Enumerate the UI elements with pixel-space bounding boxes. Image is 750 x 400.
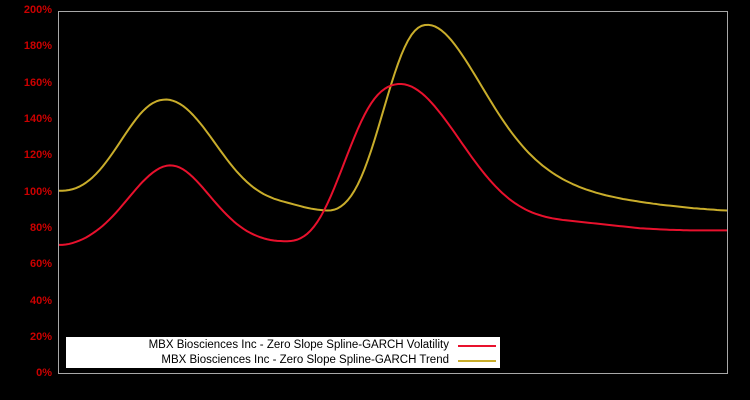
series-line-trend xyxy=(59,23,727,212)
y-axis-tick-180: 180% xyxy=(23,40,52,52)
y-axis-tick-100: 100% xyxy=(23,186,52,198)
y-axis-tick-40: 40% xyxy=(29,295,52,307)
y-axis-tick-80: 80% xyxy=(29,222,52,234)
legend-item-trend: MBX Biosciences Inc - Zero Slope Spline-… xyxy=(66,353,500,368)
y-axis-tick-60: 60% xyxy=(29,258,52,270)
legend-swatch-volatility-icon xyxy=(458,344,496,347)
y-axis-tick-160: 160% xyxy=(23,77,52,89)
series-canvas xyxy=(59,23,727,246)
legend-label-volatility: MBX Biosciences Inc - Zero Slope Spline-… xyxy=(148,339,449,351)
plot-area xyxy=(58,11,728,374)
legend-item-volatility: MBX Biosciences Inc - Zero Slope Spline-… xyxy=(66,338,500,353)
chart-legend: MBX Biosciences Inc - Zero Slope Spline-… xyxy=(66,337,500,368)
legend-swatch-trend-icon xyxy=(458,359,496,362)
y-axis-tick-0: 0% xyxy=(36,367,52,379)
y-axis-tick-140: 140% xyxy=(23,113,52,125)
series-line-volatility xyxy=(59,83,727,246)
y-axis-tick-120: 120% xyxy=(23,149,52,161)
legend-label-trend: MBX Biosciences Inc - Zero Slope Spline-… xyxy=(161,354,449,366)
y-axis-tick-20: 20% xyxy=(29,331,52,343)
y-axis-tick-200: 200% xyxy=(23,4,52,16)
